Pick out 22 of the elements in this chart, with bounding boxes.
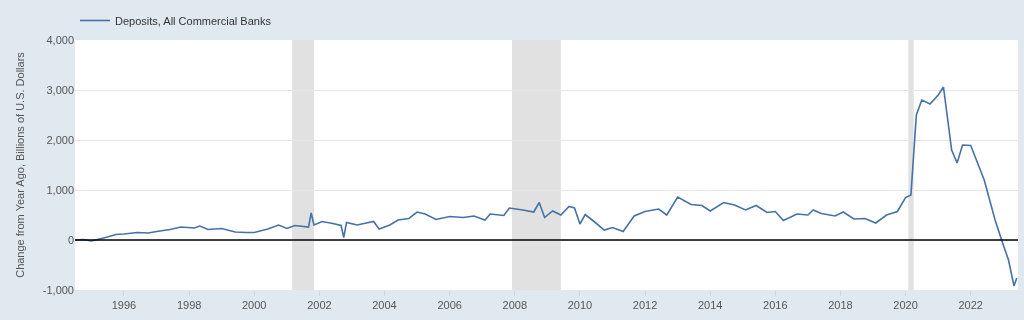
x-tick-label: 2014 (697, 299, 723, 312)
y-tick-label: 3,000 (46, 83, 74, 96)
y-tick-label: -1,000 (42, 283, 74, 296)
x-tick-label: 2018 (828, 299, 853, 312)
legend-label: Deposits, All Commercial Banks (115, 14, 272, 27)
y-tick-label: 2,000 (46, 133, 74, 146)
x-tick-label: 2002 (307, 299, 332, 312)
x-tick-label: 1996 (111, 299, 137, 312)
y-tick-label: 0 (67, 233, 74, 246)
x-tick-label: 2004 (372, 299, 397, 312)
x-tick-label: 2000 (241, 299, 267, 312)
x-tick-label: 1998 (176, 299, 202, 312)
x-tick-label: 2022 (958, 299, 983, 312)
y-axis-title: Change from Year Ago, Billions of U.S. Dollars (14, 51, 27, 278)
x-tick-label: 2020 (893, 299, 918, 312)
x-tick-label: 2008 (502, 299, 527, 312)
x-tick-label: 2012 (632, 299, 658, 312)
x-tick-label: 2016 (763, 299, 788, 312)
y-tick-label: 4,000 (46, 33, 74, 46)
y-tick-label: 1,000 (46, 183, 74, 196)
x-tick-label: 2006 (437, 299, 462, 312)
x-tick-label: 2010 (567, 299, 593, 312)
